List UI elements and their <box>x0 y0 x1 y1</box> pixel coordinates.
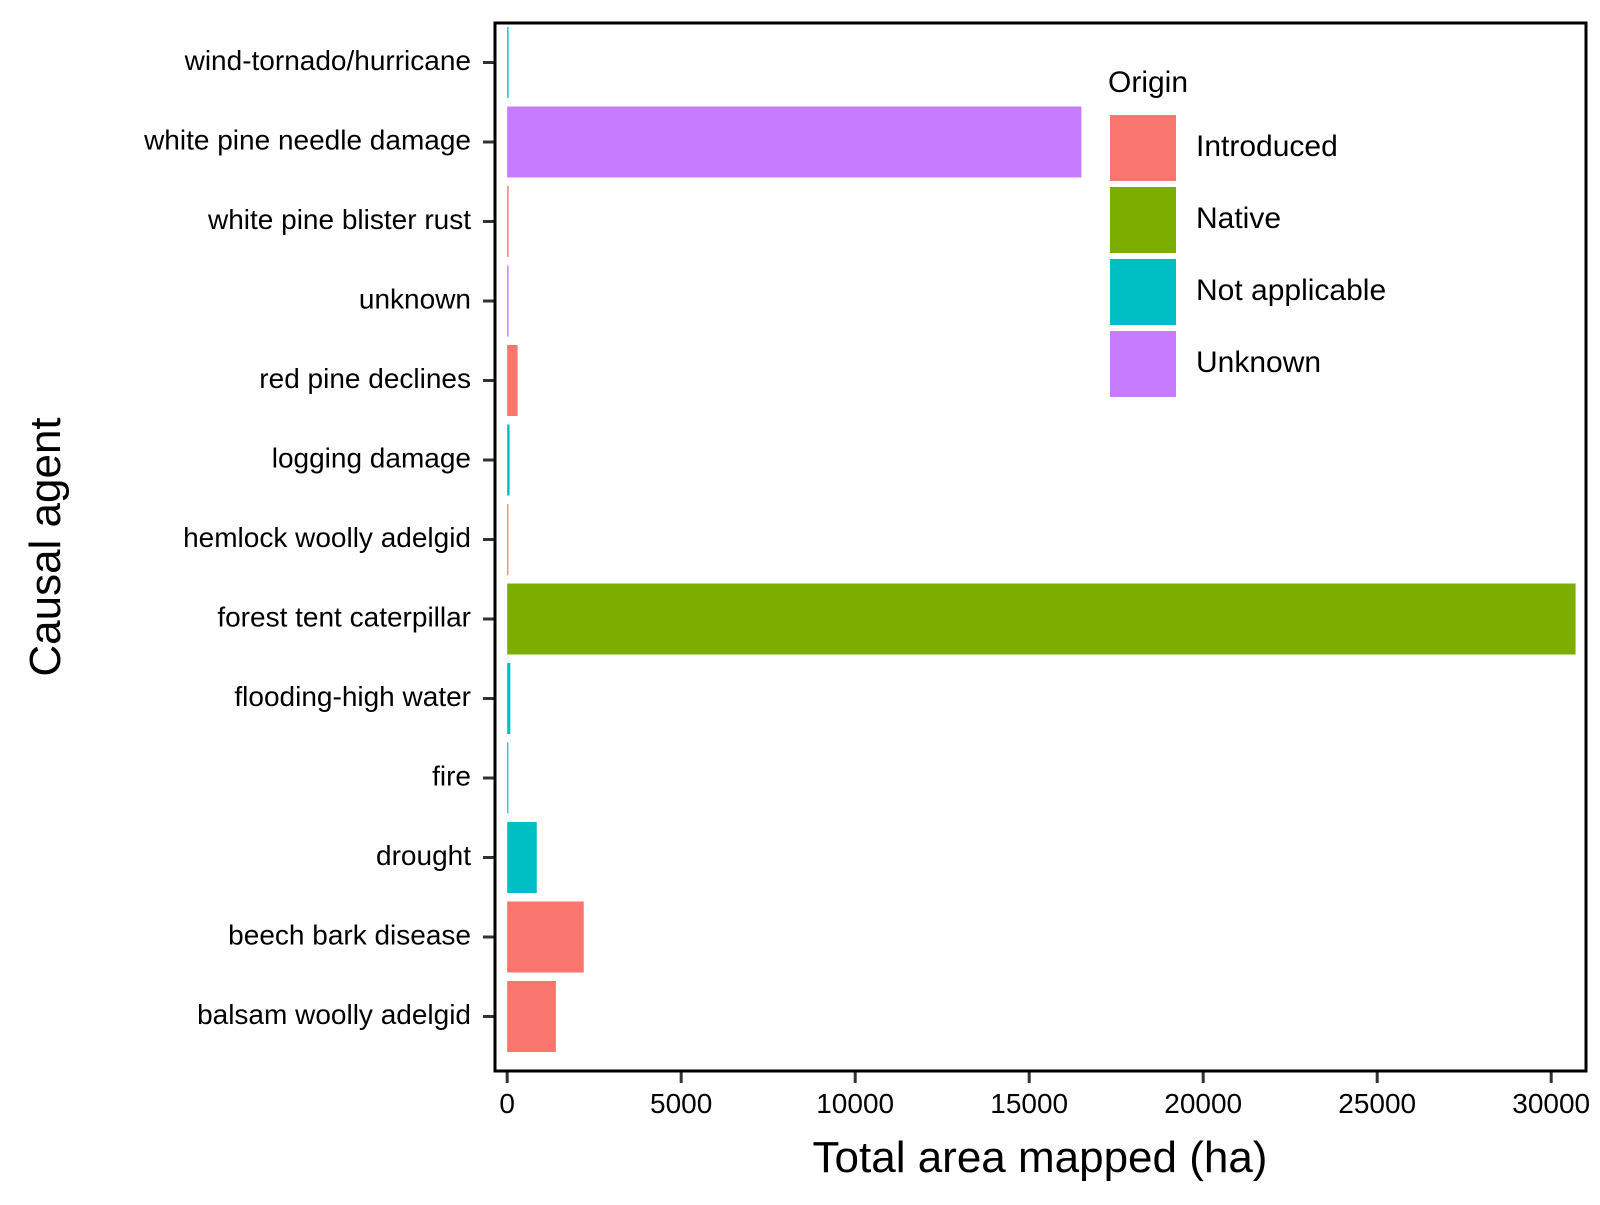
y-tick-label: fire <box>432 760 471 791</box>
x-axis: 0 5000 10000 15000 20000 25000 30000 <box>499 1071 1590 1119</box>
y-tick-label: drought <box>376 840 471 871</box>
bar-hemlock-woolly-adelgid <box>507 504 509 575</box>
x-tick-label: 15000 <box>990 1088 1068 1119</box>
y-tick-label: wind-tornado/hurricane <box>184 45 471 76</box>
y-axis: wind-tornado/hurricane white pine needle … <box>143 45 495 1030</box>
y-tick-label: forest tent caterpillar <box>217 601 471 632</box>
legend-label: Native <box>1196 202 1281 235</box>
bar-white-pine-blister-rust <box>507 186 509 257</box>
legend-label: Not applicable <box>1196 274 1386 307</box>
y-tick-label: balsam woolly adelgid <box>197 999 471 1030</box>
y-tick-label: beech bark disease <box>228 919 471 950</box>
bar-unknown <box>507 265 509 337</box>
bar-wind-tornado-hurricane <box>507 27 509 98</box>
legend-label: Introduced <box>1196 130 1338 163</box>
y-axis-title: Causal agent <box>21 417 70 676</box>
legend-key-introduced <box>1110 115 1176 181</box>
legend-key-native <box>1110 187 1176 253</box>
y-tick-label: logging damage <box>272 442 471 473</box>
bar-beech-bark-disease <box>507 901 584 973</box>
legend: Origin Introduced Native Not applicable Unk… <box>1108 66 1386 397</box>
y-tick-label: unknown <box>359 283 471 314</box>
bar-flooding-high-water <box>507 663 511 734</box>
y-tick-label: white pine blister rust <box>207 204 471 235</box>
x-tick-label: 0 <box>499 1088 515 1119</box>
plot-panel <box>493 21 1588 1073</box>
bars-layer <box>507 27 1576 1052</box>
y-tick-label: white pine needle damage <box>143 124 471 155</box>
x-tick-label: 25000 <box>1338 1088 1416 1119</box>
x-tick-label: 5000 <box>650 1088 712 1119</box>
legend-key-unknown <box>1110 331 1176 397</box>
bar-drought <box>507 822 537 893</box>
bar-balsam-woolly-adelgid <box>507 981 556 1052</box>
bar-fire <box>507 742 509 814</box>
bar-red-pine-declines <box>507 345 518 416</box>
y-tick-label: red pine declines <box>259 363 471 394</box>
legend-key-not-applicable <box>1110 259 1176 325</box>
legend-label: Unknown <box>1196 346 1321 379</box>
bar-forest-tent-caterpillar <box>507 583 1576 655</box>
y-tick-label: hemlock woolly adelgid <box>183 522 471 553</box>
y-tick-label: flooding-high water <box>234 681 471 712</box>
legend-title: Origin <box>1108 66 1188 99</box>
bar-logging-damage <box>507 424 510 496</box>
bar-white-pine-needle-damage <box>507 106 1082 178</box>
x-tick-label: 30000 <box>1512 1088 1590 1119</box>
x-tick-label: 20000 <box>1164 1088 1242 1119</box>
x-axis-title: Total area mapped (ha) <box>813 1133 1268 1182</box>
x-tick-label: 10000 <box>816 1088 894 1119</box>
